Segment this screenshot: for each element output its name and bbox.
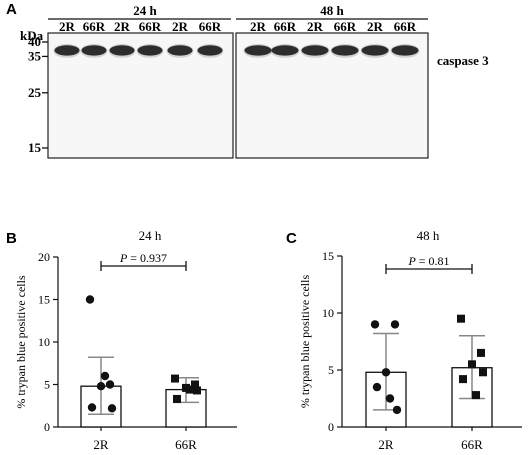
chart-48h: 48 h % trypan blue positive cells 0 5 10 15 2R… <box>298 228 522 452</box>
chart-title-48h: 48 h <box>417 228 440 243</box>
p-symbol-24h: P <box>119 251 128 265</box>
caspase3-band-halo-7 <box>243 43 273 58</box>
point-24h-66R-6 <box>186 385 194 394</box>
caspase3-band-12 <box>391 45 419 56</box>
panel-letter-a: A <box>6 1 17 18</box>
marker-label-15: 15 <box>28 140 42 155</box>
p-value-24h: P = 0.937 <box>119 251 167 265</box>
western-blot: kDa 24 h 48 h 2R 66R 2R 66R 2R 66R 2R 66R 2R 66R 2… <box>20 3 489 159</box>
p-value-48h: P = 0.81 <box>407 254 449 268</box>
caspase3-band-halo-6 <box>196 43 224 58</box>
lane-label-10: 66R <box>334 19 357 34</box>
p-value-text-24h: = 0.937 <box>127 251 167 265</box>
point-24h-2R-1 <box>85 295 95 304</box>
lane-label-2: 66R <box>83 19 106 34</box>
y-tick-label-24h-5: 5 <box>44 378 50 392</box>
p-symbol-48h: P <box>407 254 416 268</box>
caspase3-band-halo-12 <box>390 43 420 58</box>
y-axis-label-48h: % trypan blue positive cells <box>298 275 312 409</box>
x-tick-label-24h-2R: 2R <box>93 437 109 452</box>
panel-letter-c: C <box>286 230 297 247</box>
point-48h-66R-3 <box>468 360 476 369</box>
y-axis-label-24h: % trypan blue positive cells <box>14 275 28 409</box>
lane-label-1: 2R <box>59 19 76 34</box>
lane-label-12: 66R <box>394 19 417 34</box>
caspase3-band-6 <box>197 45 223 56</box>
point-48h-66R-4 <box>459 375 467 384</box>
time-label-24h: 24 h <box>133 3 157 18</box>
point-48h-66R-6 <box>472 391 480 400</box>
marker-label-40: 40 <box>28 34 41 49</box>
point-48h-2R-4 <box>372 382 382 392</box>
point-24h-2R-5 <box>107 404 117 413</box>
caspase3-band-5 <box>167 45 193 56</box>
lane-label-4: 66R <box>139 19 162 34</box>
caspase3-band-11 <box>361 45 389 56</box>
lane-label-6: 66R <box>199 19 222 34</box>
caspase3-band-9 <box>301 45 329 56</box>
x-tick-label-48h-2R: 2R <box>378 437 394 452</box>
kda-label: kDa <box>20 28 44 43</box>
lane-label-8: 66R <box>274 19 297 34</box>
point-24h-2R-2 <box>105 380 115 389</box>
point-48h-66R-2 <box>477 348 485 357</box>
caspase3-band-halo-8 <box>270 43 300 58</box>
p-value-text-48h: = 0.81 <box>416 254 450 268</box>
caspase3-band-halo-11 <box>360 43 390 58</box>
point-48h-66R-5 <box>479 368 487 377</box>
y-tick-label-24h-0: 0 <box>44 420 50 434</box>
panel-letter-b: B <box>6 230 17 247</box>
caspase3-band-halo-2 <box>80 43 108 58</box>
point-48h-2R-5 <box>392 405 402 415</box>
marker-label-35: 35 <box>28 48 42 63</box>
lane-label-7: 2R <box>250 19 267 34</box>
point-48h-2R-1 <box>370 320 380 329</box>
y-tick-label-24h-15: 15 <box>38 293 50 307</box>
chart-title-24h: 24 h <box>139 228 162 243</box>
caspase3-band-4 <box>137 45 163 56</box>
lane-label-11: 2R <box>367 19 384 34</box>
caspase3-band-1 <box>54 45 80 56</box>
caspase3-band-8 <box>271 45 299 56</box>
point-48h-2R-6 <box>385 394 395 403</box>
caspase3-band-halo-4 <box>136 43 164 58</box>
lane-label-9: 2R <box>307 19 324 34</box>
point-48h-2R-2 <box>390 320 400 329</box>
caspase3-band-halo-9 <box>300 43 330 58</box>
y-tick-label-48h-10: 10 <box>322 306 334 320</box>
point-24h-66R-1 <box>171 374 179 383</box>
x-tick-label-24h-66R: 66R <box>175 437 197 452</box>
point-24h-66R-5 <box>193 386 201 395</box>
caspase3-band-7 <box>244 45 272 56</box>
y-tick-label-48h-15: 15 <box>322 249 334 263</box>
marker-label-25: 25 <box>28 85 42 100</box>
lane-label-5: 2R <box>172 19 189 34</box>
point-24h-2R-4 <box>87 403 97 412</box>
y-tick-label-48h-5: 5 <box>328 363 334 377</box>
time-label-48h: 48 h <box>320 3 344 18</box>
y-tick-label-48h-0: 0 <box>328 420 334 434</box>
point-48h-2R-3 <box>381 368 391 377</box>
caspase3-band-halo-5 <box>166 43 194 58</box>
caspase3-band-10 <box>331 45 359 56</box>
caspase3-band-halo-3 <box>108 43 136 58</box>
band-label-caspase3: caspase 3 <box>437 53 489 68</box>
point-24h-2R-6 <box>100 371 110 381</box>
lane-label-3: 2R <box>114 19 131 34</box>
caspase3-band-2 <box>81 45 107 56</box>
point-24h-66R-2 <box>191 380 199 389</box>
x-tick-label-48h-66R: 66R <box>461 437 483 452</box>
chart-24h: 24 h % trypan blue positive cells 0 5 10 15 20… <box>14 228 237 452</box>
caspase3-band-halo-1 <box>53 43 81 58</box>
point-24h-2R-3 <box>96 382 106 391</box>
point-24h-66R-4 <box>173 394 181 403</box>
point-48h-66R-1 <box>457 314 465 323</box>
y-tick-label-24h-20: 20 <box>38 250 50 264</box>
caspase3-band-halo-10 <box>330 43 360 58</box>
caspase3-band-3 <box>109 45 135 56</box>
y-tick-label-24h-10: 10 <box>38 335 50 349</box>
